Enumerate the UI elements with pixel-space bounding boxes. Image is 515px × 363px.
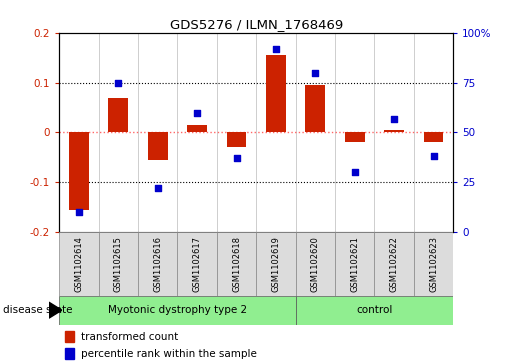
Text: GSM1102617: GSM1102617 [193,236,201,292]
Point [193,110,201,115]
Bar [65,348,74,359]
Bar [59,296,296,325]
Bar [109,98,128,132]
Bar [424,132,443,142]
Bar [148,132,167,160]
Bar [65,331,74,342]
Bar [99,232,138,296]
Bar [59,232,99,296]
Bar [296,232,335,296]
Bar [256,232,296,296]
Bar [69,132,89,210]
Bar [138,232,177,296]
Text: GSM1102616: GSM1102616 [153,236,162,292]
Text: GSM1102615: GSM1102615 [114,236,123,292]
Title: GDS5276 / ILMN_1768469: GDS5276 / ILMN_1768469 [169,19,343,32]
Bar [374,232,414,296]
Point [114,79,123,85]
Bar [217,232,256,296]
Text: GSM1102621: GSM1102621 [350,236,359,292]
Point [232,155,241,161]
Text: GSM1102619: GSM1102619 [271,236,280,292]
Bar [345,132,365,142]
Bar [177,232,217,296]
Text: GSM1102623: GSM1102623 [429,236,438,292]
Polygon shape [49,302,62,318]
Point [153,185,162,191]
Text: percentile rank within the sample: percentile rank within the sample [81,349,257,359]
Text: Myotonic dystrophy type 2: Myotonic dystrophy type 2 [108,305,247,315]
Text: transformed count: transformed count [81,331,179,342]
Bar [227,132,246,147]
Bar [384,130,404,132]
Point [272,46,280,52]
Point [430,154,438,159]
Bar [266,55,286,132]
Text: GSM1102622: GSM1102622 [390,236,399,292]
Point [311,70,319,76]
Point [390,115,398,121]
Bar [414,232,453,296]
Bar [296,296,453,325]
Text: GSM1102614: GSM1102614 [75,236,83,292]
Point [351,170,359,175]
Text: GSM1102620: GSM1102620 [311,236,320,292]
Text: GSM1102618: GSM1102618 [232,236,241,292]
Bar [187,125,207,132]
Bar [305,85,325,132]
Bar [335,232,374,296]
Text: control: control [356,305,392,315]
Point [75,209,83,215]
Text: disease state: disease state [3,305,72,315]
